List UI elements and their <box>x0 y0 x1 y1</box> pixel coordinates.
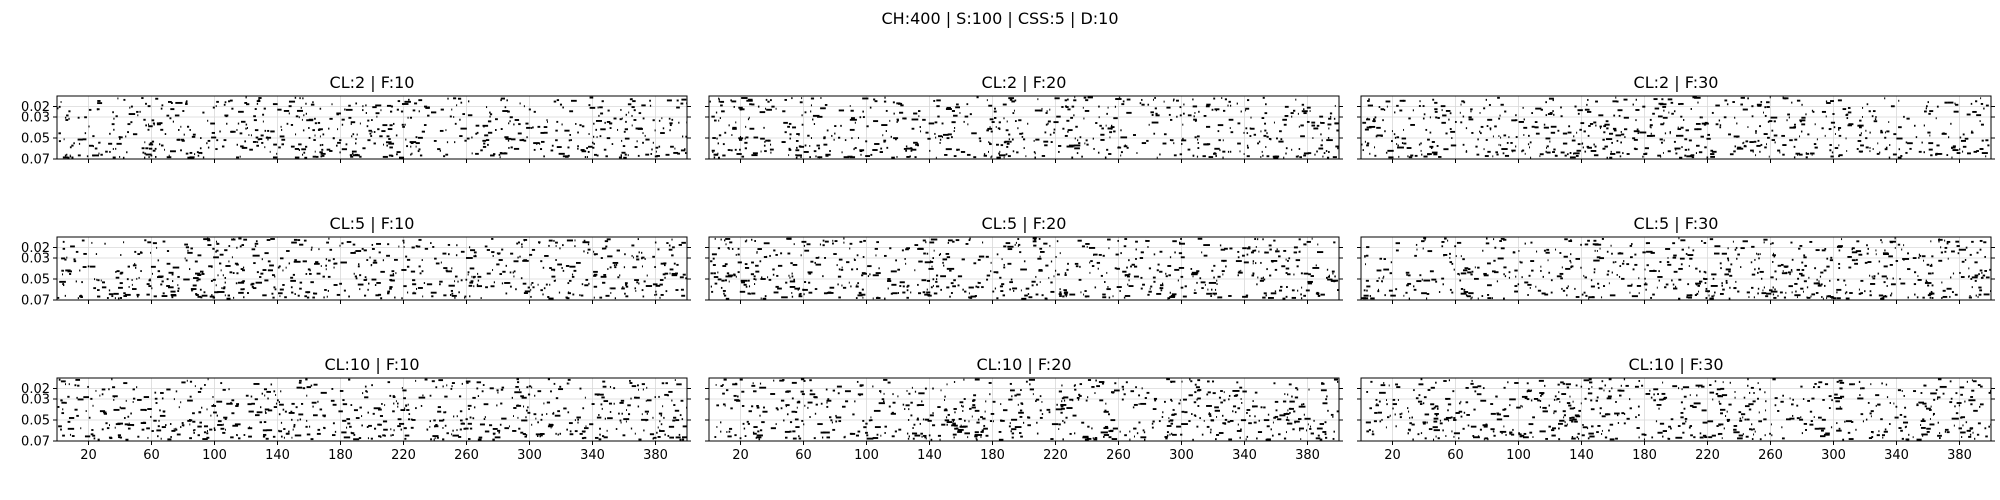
axes-frame <box>708 95 1340 160</box>
y-tick-label: 0.07 <box>21 435 50 450</box>
subplot-4: CL:5 | F:10 0.020.03 0.05 0.07 <box>21 214 691 309</box>
data-marks <box>709 96 1339 159</box>
y-tick-label: 0.05 <box>21 414 50 429</box>
subplot-5: CL:5 | F:20 <box>705 214 1343 304</box>
x-tick-label: 300 <box>517 448 542 463</box>
figure-title: CH:400 | S:100 | CSS:5 | D:10 <box>881 9 1118 28</box>
x-tick-label: 340 <box>580 448 605 463</box>
subplot-title: CL:5 | F:10 <box>330 214 415 233</box>
data-marks <box>714 378 1339 441</box>
data-marks <box>1361 237 1991 300</box>
axes-frame <box>56 95 688 160</box>
axes-frame <box>708 236 1340 301</box>
data-marks <box>57 237 687 300</box>
axes-frame <box>1360 236 1992 301</box>
axes-frame <box>56 377 688 442</box>
data-marks <box>57 96 687 159</box>
subplot-2: CL:2 | F:20 <box>705 73 1343 163</box>
x-tick-label: 180 <box>328 448 353 463</box>
x-tick-label: 380 <box>643 448 668 463</box>
subplot-title: CL:10 | F:10 <box>324 355 419 374</box>
subplot-title: CL:2 | F:10 <box>330 73 415 92</box>
y-tick-label: 0.02 <box>21 241 50 256</box>
y-tick-label: 0.07 <box>21 153 50 168</box>
x-tick-label: 140 <box>265 448 290 463</box>
subplot-title: CL:10 | F:20 <box>976 355 1071 374</box>
y-tick-label: 0.07 <box>21 294 50 309</box>
subplot-3: CL:2 | F:30 <box>1357 73 1995 163</box>
subplot-7: CL:10 | F:10 0.020.03 0.05 0.07 20 60 100 140 18… <box>21 355 691 463</box>
y-tick-label: 0.05 <box>21 273 50 288</box>
data-marks <box>710 237 1339 300</box>
x-tick-label: 20 <box>80 448 97 463</box>
subplot-6: CL:5 | F:30 <box>1357 214 1995 304</box>
y-tick-label: 0.03 <box>21 393 50 408</box>
data-marks <box>1361 96 1991 159</box>
subplot-1: CL:2 | F:10 0.020.03 0.05 0.07 <box>21 73 691 168</box>
y-tick-label: 0.02 <box>21 382 50 397</box>
subplot-title: CL:2 | F:30 <box>1634 73 1719 92</box>
y-tick-label: 0.02 <box>21 100 50 115</box>
x-tick-label: 60 <box>143 448 160 463</box>
x-tick-label: 220 <box>391 448 416 463</box>
axes-frame <box>56 236 688 301</box>
subplot-title: CL:5 | F:20 <box>982 214 1067 233</box>
subplot-title: CL:2 | F:20 <box>982 73 1067 92</box>
x-tick-label: 260 <box>454 448 479 463</box>
y-tick-label: 0.03 <box>21 252 50 267</box>
y-tick-label: 0.03 <box>21 111 50 126</box>
axes-frame <box>1360 95 1992 160</box>
subplot-title: CL:5 | F:30 <box>1634 214 1719 233</box>
y-tick-label: 0.05 <box>21 132 50 147</box>
data-marks <box>57 378 687 441</box>
x-tick-label: 100 <box>202 448 227 463</box>
